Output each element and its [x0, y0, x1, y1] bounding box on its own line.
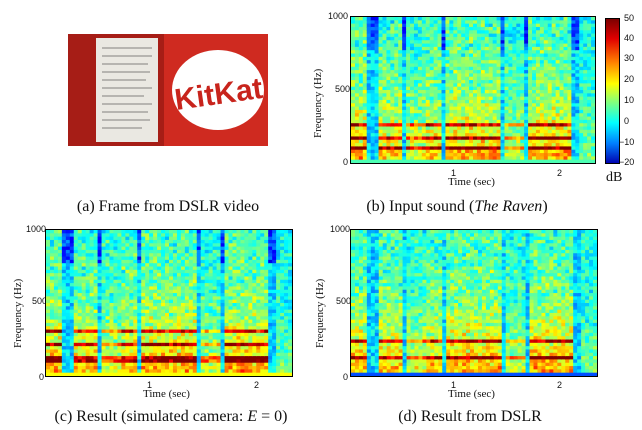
ytick-c-500: 500 [32, 296, 48, 306]
spectrogram-dslr [350, 229, 598, 377]
caption-b: (b) Input sound (The Raven) [366, 198, 548, 215]
ylabel-d: Frequency (Hz) [314, 278, 326, 348]
spectrogram-simulated [45, 229, 293, 377]
cb-tick-20: 20 [624, 74, 635, 84]
colorbar [605, 18, 620, 164]
ylabel-c: Frequency (Hz) [12, 278, 24, 348]
xtick-d-2: 2 [557, 380, 563, 390]
cb-tick-m10: −10 [619, 137, 635, 147]
ytick-c-0: 0 [39, 372, 45, 382]
spec-d-cells [351, 230, 597, 376]
caption-c: (c) Result (simulated camera: E = 0) [54, 408, 288, 425]
xtick-b-1: 1 [451, 168, 457, 178]
colorbar-unit: dB [606, 170, 623, 185]
ytick-b-500: 500 [335, 84, 351, 94]
cb-tick-10: 10 [624, 95, 635, 105]
xlabel-b: Time (sec) [448, 176, 495, 188]
xtick-c-2: 2 [254, 380, 260, 390]
spec-c-cells [46, 230, 292, 376]
ylabel-b: Frequency (Hz) [312, 68, 324, 138]
ytick-d-500: 500 [336, 296, 352, 306]
spectrogram-input [350, 16, 596, 164]
xlabel-c: Time (sec) [143, 388, 190, 400]
cb-tick-0: 0 [624, 116, 630, 126]
ytick-d-1000: 1000 [330, 224, 351, 234]
caption-a: (a) Frame from DSLR video [76, 198, 260, 215]
xtick-d-1: 1 [451, 380, 457, 390]
ytick-b-0: 0 [343, 157, 349, 167]
cb-tick-m20: −20 [619, 157, 635, 167]
ytick-d-0: 0 [343, 372, 349, 382]
cb-tick-50: 50 [624, 13, 635, 23]
xtick-c-1: 1 [147, 380, 153, 390]
spec-b-cells [351, 17, 595, 163]
ytick-b-1000: 1000 [328, 11, 349, 21]
cb-tick-30: 30 [624, 53, 635, 63]
xlabel-d: Time (sec) [448, 388, 495, 400]
panel-a: KitKat [68, 34, 268, 146]
caption-d: (d) Result from DSLR [398, 408, 542, 425]
ytick-c-1000: 1000 [26, 224, 47, 234]
cb-tick-40: 40 [624, 33, 635, 43]
dslr-frame-photo: KitKat [68, 34, 268, 146]
xtick-b-2: 2 [557, 168, 563, 178]
